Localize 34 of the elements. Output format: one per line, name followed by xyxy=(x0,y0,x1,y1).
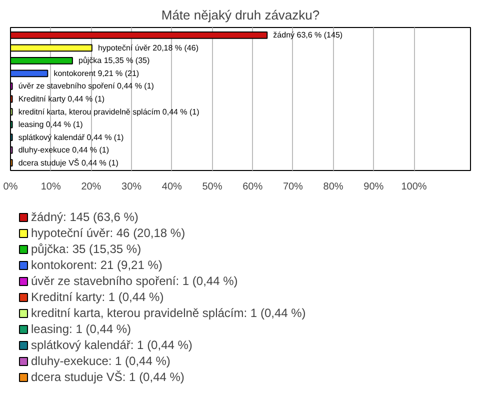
legend-label: leasing: 1 (0,44 %) xyxy=(31,321,132,337)
legend-label: hypoteční úvěr: 46 (20,18 %) xyxy=(31,225,186,241)
data-label: dluhy-exekuce 0,44 % (1) xyxy=(18,146,110,155)
x-tick-label: 0% xyxy=(3,182,18,192)
legend-label: splátkový kalendář: 1 (0,44 %) xyxy=(31,337,192,353)
data-label: kontokorent 9,21 % (21) xyxy=(54,68,140,78)
chart-title: Máte nějaký druh závazku? xyxy=(161,8,320,22)
x-tick-label: 100% xyxy=(401,182,427,192)
x-tick-label: 50% xyxy=(202,182,222,192)
data-label: Kreditní karty 0,44 % (1) xyxy=(18,94,105,104)
data-label: kreditní karta, kterou pravidelně splácím 0,44 % (1) xyxy=(18,107,200,116)
data-label: úvěr ze stavebního spoření 0,44 % (1) xyxy=(18,82,154,91)
data-label: půjčka 15,35 % (35) xyxy=(78,56,150,66)
x-tick-label: 20% xyxy=(81,182,102,192)
legend-label: kreditní karta, kterou pravidelně splácím: 1 (0,44 %) xyxy=(31,305,306,321)
x-tick-label: 90% xyxy=(364,182,384,192)
data-label: splátkový kalendář 0,44 % (1) xyxy=(18,132,124,142)
data-label: hypoteční úvěr 20,18 % (46) xyxy=(98,43,199,52)
x-tick-label: 60% xyxy=(242,182,263,192)
data-label: dcera studuje VŠ 0,44 % (1) xyxy=(18,158,119,168)
legend-label: půjčka: 35 (15,35 %) xyxy=(31,241,142,257)
legend-label: kontokorent: 21 (9,21 %) xyxy=(31,257,162,273)
x-tick-label: 10% xyxy=(40,182,61,192)
x-tick-label: 30% xyxy=(122,182,142,192)
legend-label: dluhy-exekuce: 1 (0,44 %) xyxy=(31,353,170,369)
data-label: žádný 63,6 % (145) xyxy=(273,30,343,40)
legend-label: dcera studuje VŠ: 1 (0,44 %) xyxy=(31,369,184,385)
x-tick-label: 70% xyxy=(282,182,304,192)
x-tick-label: 40% xyxy=(162,182,182,192)
legend-label: úvěr ze stavebního spoření: 1 (0,44 %) xyxy=(31,273,238,289)
legend-label: Kreditní karty: 1 (0,44 %) xyxy=(31,289,164,305)
x-tick-label: 80% xyxy=(323,182,344,192)
legend-label: žádný: 145 (63,6 %) xyxy=(31,209,138,225)
data-label: leasing 0,44 % (1) xyxy=(18,120,84,130)
